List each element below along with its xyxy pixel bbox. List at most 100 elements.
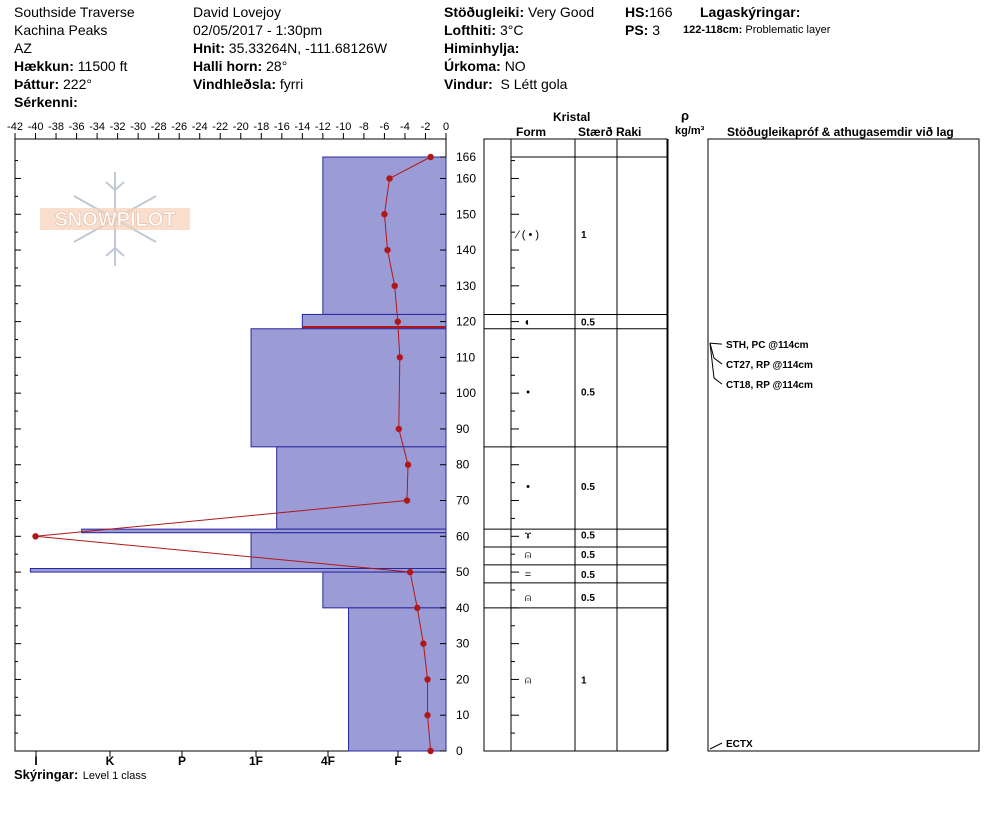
height-tick-label: 60 bbox=[456, 529, 470, 543]
temperature-point bbox=[404, 461, 412, 468]
temperature-point bbox=[395, 425, 402, 433]
stability-test: CT27, RP @114cm bbox=[726, 360, 813, 371]
temperature-point bbox=[424, 712, 431, 719]
temperature-point bbox=[420, 640, 427, 647]
height-tick-label: 130 bbox=[456, 279, 476, 293]
temperature-point bbox=[391, 282, 398, 290]
crystal-form: = bbox=[525, 569, 531, 581]
height-tick-label: 100 bbox=[456, 386, 476, 400]
density-unit: kg/m³ bbox=[675, 125, 705, 137]
temp-tick-label: -2 bbox=[421, 121, 431, 133]
temp-tick-label: -42 bbox=[7, 121, 23, 133]
temp-tick-label: -14 bbox=[294, 121, 310, 133]
temperature-point bbox=[414, 604, 421, 612]
test-leader bbox=[709, 742, 723, 750]
temperature-point bbox=[403, 497, 411, 504]
location-state: AZ bbox=[14, 40, 32, 56]
rho-header: ρ bbox=[681, 108, 690, 123]
tests-table bbox=[707, 138, 980, 752]
temperature-point bbox=[396, 354, 404, 361]
hardness-layer bbox=[276, 446, 447, 530]
temp-tick-label: 0 bbox=[443, 121, 449, 133]
height-tick-label: 166 bbox=[456, 150, 476, 164]
height-tick-label: 50 bbox=[456, 565, 470, 579]
hardness-label: F bbox=[394, 754, 401, 768]
temp-tick-label: -20 bbox=[233, 121, 249, 133]
crystal-size: 0.5 bbox=[581, 570, 595, 581]
air-temp: Lofthiti: 3°C bbox=[444, 22, 524, 38]
height-tick-label: 150 bbox=[456, 207, 476, 221]
location-name: Southside Traverse bbox=[14, 4, 135, 20]
height-tick-label: 160 bbox=[456, 171, 476, 185]
crystal-form: ◐ bbox=[525, 317, 532, 329]
observer: David Lovejoy bbox=[193, 4, 281, 20]
test-leader bbox=[709, 343, 723, 385]
height-tick-label: 110 bbox=[456, 350, 475, 364]
temp-tick-label: -36 bbox=[69, 121, 85, 133]
temp-tick-label: -12 bbox=[315, 121, 331, 133]
temp-tick-label: -30 bbox=[130, 121, 146, 133]
crystal-form: ɤ bbox=[525, 530, 532, 542]
snowpilot-logo: SNOWPILOT bbox=[40, 172, 190, 266]
temp-tick-label: -26 bbox=[171, 121, 187, 133]
crystal-form: ⍝ bbox=[525, 592, 532, 604]
temperature-point bbox=[406, 568, 414, 576]
aspect: Þáttur: 222° bbox=[14, 76, 92, 92]
hardness-label: 1F bbox=[249, 754, 263, 768]
temperature-point bbox=[32, 533, 39, 540]
ps: PS: 3 bbox=[625, 22, 661, 38]
hardness-layer bbox=[250, 328, 447, 448]
tests-header: Stöðugleikapróf & athugasemdir við lag bbox=[727, 125, 954, 139]
temperature-point bbox=[381, 211, 388, 218]
height-tick-label: 80 bbox=[456, 458, 470, 472]
stability-test: STH, PC @114cm bbox=[726, 340, 809, 351]
precipitation: Úrkoma: NO bbox=[444, 58, 526, 74]
hardness-layer bbox=[81, 528, 447, 534]
crystal-size: 0.5 bbox=[581, 550, 595, 561]
hardness-layer bbox=[29, 568, 447, 573]
hardness-label: P bbox=[178, 754, 186, 768]
size-header: Stærð bbox=[578, 125, 613, 139]
temperature-point bbox=[427, 153, 434, 161]
crystal-size: 0.5 bbox=[581, 387, 595, 398]
crystal-size: 0.5 bbox=[581, 593, 595, 604]
crystal-form: • bbox=[526, 386, 530, 398]
height-tick-label: 70 bbox=[456, 494, 470, 508]
temperature-point bbox=[427, 747, 434, 755]
temperature-point bbox=[386, 175, 393, 182]
crystal-size: 0.5 bbox=[581, 482, 595, 493]
datetime: 02/05/2017 - 1:30pm bbox=[193, 22, 323, 38]
crystal-size: 0.5 bbox=[581, 318, 595, 329]
layer-note: 122-118cm: Problematic layer bbox=[683, 24, 831, 36]
temp-tick-label: -40 bbox=[28, 121, 44, 133]
hs: HS:166 bbox=[625, 4, 673, 20]
moisture-header: Raki bbox=[616, 125, 642, 139]
wind-loading: Vindhleðsla: fyrri bbox=[193, 76, 304, 92]
hardness-layer bbox=[348, 607, 447, 752]
temp-tick-label: -4 bbox=[400, 121, 410, 133]
features-label: Sérkenni: bbox=[14, 94, 78, 110]
location-area: Kachina Peaks bbox=[14, 22, 108, 38]
height-tick-label: 40 bbox=[456, 601, 470, 615]
height-tick-label: 20 bbox=[456, 672, 470, 686]
height-tick-label: 90 bbox=[456, 422, 470, 436]
hardness-label: 4F bbox=[321, 754, 335, 768]
crystal-form: ⍝ bbox=[525, 549, 532, 561]
height-tick-label: 140 bbox=[456, 243, 476, 257]
hardness-layer bbox=[322, 571, 447, 609]
temp-tick-label: -6 bbox=[380, 121, 390, 133]
temp-tick-label: -22 bbox=[212, 121, 228, 133]
layer-notes-label: Lagaskýringar: bbox=[700, 4, 801, 20]
crystal-form: ⁄ ( • ) bbox=[514, 229, 539, 241]
hardness-layer bbox=[250, 532, 447, 570]
test-leader bbox=[709, 342, 723, 365]
test-leader bbox=[709, 342, 723, 345]
slope-angle: Halli horn: 28° bbox=[193, 58, 288, 74]
hardness-layer bbox=[322, 156, 447, 315]
crystal-form: • bbox=[526, 481, 530, 493]
height-tick-label: 0 bbox=[456, 744, 463, 758]
temp-tick-label: -32 bbox=[110, 121, 126, 133]
temperature-point bbox=[424, 676, 431, 683]
form-header: Form bbox=[516, 125, 546, 139]
